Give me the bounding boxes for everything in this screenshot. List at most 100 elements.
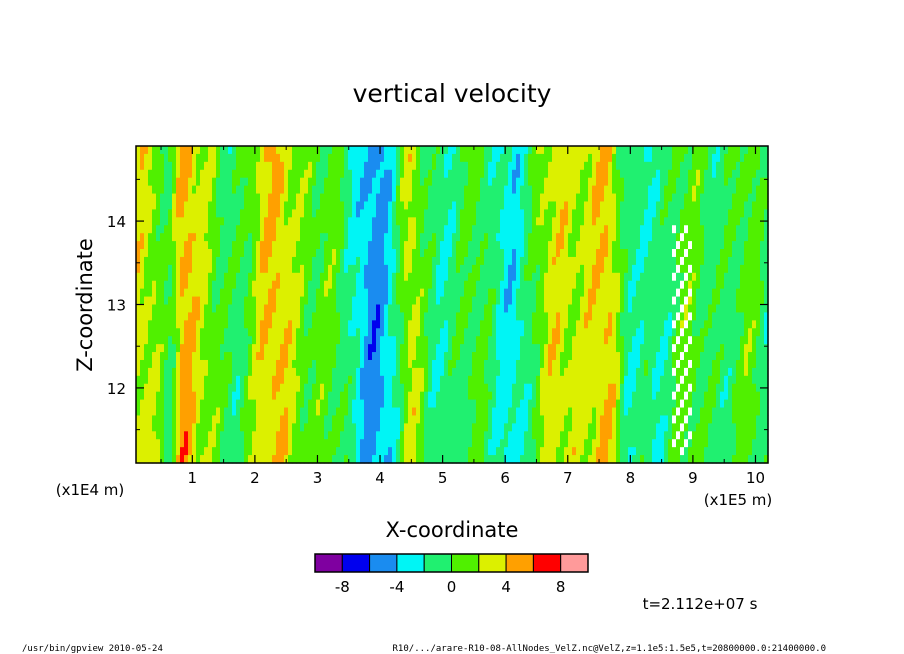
field-cell	[580, 288, 585, 298]
field-cell	[596, 352, 601, 361]
field-cell	[244, 383, 249, 393]
field-cell	[140, 296, 145, 306]
field-cell	[192, 161, 197, 171]
field-cell	[264, 375, 269, 385]
field-cell	[224, 320, 229, 329]
field-cell	[596, 304, 601, 314]
field-cell	[488, 153, 493, 163]
field-cell	[496, 375, 501, 385]
field-cell	[272, 391, 277, 401]
field-cell	[136, 344, 141, 353]
field-cell	[508, 367, 513, 377]
field-cell	[208, 415, 213, 424]
field-cell	[264, 153, 269, 163]
field-cell	[568, 447, 573, 456]
field-cell	[416, 359, 421, 369]
field-cell	[348, 233, 353, 242]
field-cell	[456, 193, 461, 203]
field-cell	[484, 383, 489, 393]
field-cell	[168, 407, 173, 417]
field-cell	[172, 280, 177, 290]
field-cell	[592, 272, 597, 282]
field-cell	[212, 193, 217, 203]
field-cell	[584, 304, 589, 314]
field-cell	[568, 415, 573, 424]
field-cell	[536, 415, 541, 424]
field-cell	[308, 391, 313, 401]
field-cell	[420, 328, 425, 337]
field-cell	[520, 153, 525, 163]
field-cell	[236, 177, 241, 187]
field-cell	[308, 423, 313, 432]
field-cell	[588, 201, 593, 210]
field-cell	[588, 146, 593, 155]
field-cell	[612, 399, 617, 409]
field-cell	[364, 375, 369, 385]
field-cell	[524, 367, 529, 377]
field-cell	[404, 264, 409, 274]
field-cell	[180, 201, 185, 210]
field-cell	[176, 201, 181, 210]
field-cell	[384, 439, 389, 448]
field-cell	[624, 177, 629, 187]
field-cell	[536, 153, 541, 163]
field-cell	[620, 383, 625, 393]
field-cell	[456, 336, 461, 345]
field-cell	[396, 328, 401, 337]
field-cell	[308, 359, 313, 369]
field-cell	[488, 367, 493, 377]
field-cell	[380, 296, 385, 306]
field-cell	[440, 177, 445, 187]
field-cell	[192, 431, 197, 440]
field-cell	[208, 328, 213, 337]
field-cell	[148, 431, 153, 440]
field-cell	[624, 312, 629, 321]
field-cell	[568, 201, 573, 210]
field-cell	[172, 296, 177, 306]
field-cell	[288, 312, 293, 321]
field-cell	[372, 391, 377, 401]
field-cell	[576, 201, 581, 210]
field-cell	[160, 312, 165, 321]
field-cell	[208, 383, 213, 393]
field-cell	[376, 407, 381, 417]
field-cell	[288, 225, 293, 234]
field-cell	[192, 312, 197, 321]
field-cell	[400, 241, 405, 250]
field-cell	[588, 352, 593, 361]
field-cell	[296, 296, 301, 306]
field-cell	[604, 375, 609, 385]
field-cell	[332, 447, 337, 456]
field-cell	[540, 407, 545, 417]
field-cell	[320, 423, 325, 432]
field-cell	[320, 256, 325, 266]
field-cell	[304, 296, 309, 306]
field-cell	[520, 328, 525, 337]
field-cell	[252, 193, 257, 203]
field-cell	[496, 447, 501, 456]
field-cell	[152, 375, 157, 385]
field-cell	[284, 391, 289, 401]
field-cell	[300, 399, 305, 409]
field-cell	[316, 193, 321, 203]
field-cell	[628, 256, 633, 266]
field-cell	[300, 193, 305, 203]
field-cell	[220, 169, 225, 179]
field-cell	[472, 185, 477, 195]
field-cell	[468, 288, 473, 298]
field-cell	[580, 153, 585, 163]
field-cell	[140, 328, 145, 337]
field-cell	[580, 185, 585, 195]
field-cell	[548, 399, 553, 409]
field-cell	[232, 383, 237, 393]
field-cell	[420, 153, 425, 163]
field-cell	[252, 367, 257, 377]
field-cell	[412, 312, 417, 321]
field-cell	[336, 359, 341, 369]
field-cell	[388, 407, 393, 417]
field-cell	[324, 296, 329, 306]
field-cell	[400, 399, 405, 409]
field-cell	[348, 264, 353, 274]
field-cell	[488, 193, 493, 203]
field-cell	[340, 249, 345, 258]
